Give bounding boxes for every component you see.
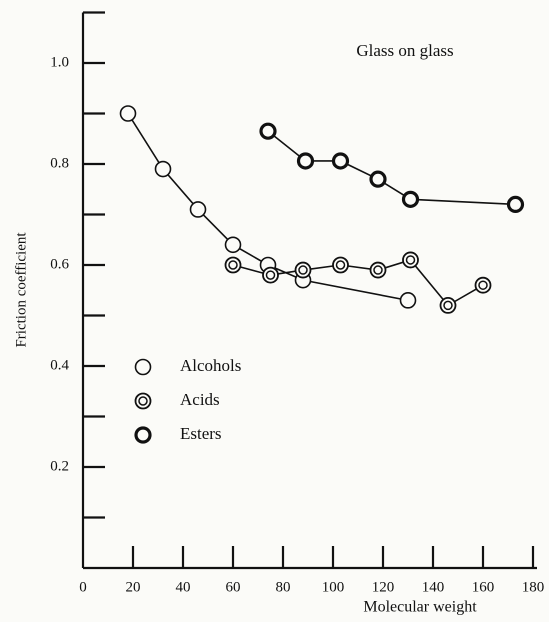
marker: [119, 105, 137, 122]
marker-ring: [134, 426, 152, 444]
marker-ring: [478, 280, 488, 290]
marker: [369, 170, 387, 188]
marker: [439, 296, 457, 314]
x-tick-label: 80: [276, 579, 291, 595]
x-tick-label: 180: [522, 579, 545, 595]
marker-ring: [228, 260, 238, 270]
legend-label: Acids: [180, 390, 220, 409]
x-tick-label: 0: [79, 579, 87, 595]
x-tick-label: 160: [472, 579, 495, 595]
marker: [401, 190, 420, 208]
marker-ring: [189, 201, 207, 218]
marker: [402, 251, 419, 269]
x-tick-label: 40: [176, 579, 191, 595]
marker-ring: [335, 260, 346, 270]
y-tick-label: 0.2: [50, 458, 69, 474]
x-tick-label: 140: [422, 579, 445, 595]
marker-ring: [154, 160, 172, 178]
marker: [294, 261, 312, 279]
marker: [332, 256, 349, 274]
y-axis-label: Friction coefficient: [13, 232, 29, 348]
marker-ring: [298, 265, 308, 275]
legend-label: Esters: [180, 424, 222, 443]
legend-marker: [134, 426, 152, 444]
marker-ring: [119, 105, 137, 122]
x-tick-label: 20: [126, 579, 141, 595]
x-tick-label: 120: [372, 579, 395, 595]
marker: [474, 276, 492, 294]
marker: [259, 122, 277, 140]
marker-ring: [373, 265, 383, 275]
marker-ring: [259, 122, 277, 140]
x-tick-label: 60: [226, 579, 241, 595]
marker: [154, 160, 172, 178]
marker: [331, 152, 350, 170]
marker-ring: [369, 170, 387, 188]
x-tick-label: 100: [322, 579, 345, 595]
marker-ring: [506, 195, 525, 213]
marker: [506, 195, 525, 213]
annotation: Glass on glass: [356, 41, 453, 60]
marker: [399, 292, 417, 309]
y-tick-label: 1.0: [50, 54, 69, 70]
marker-ring: [331, 152, 350, 170]
marker-ring: [405, 255, 416, 265]
marker-ring: [224, 236, 242, 254]
y-tick-label: 0.6: [50, 256, 69, 272]
marker-ring: [296, 152, 315, 170]
marker-ring: [134, 358, 152, 376]
marker-ring: [138, 396, 148, 406]
marker-ring: [443, 300, 453, 311]
legend-marker: [134, 358, 152, 376]
y-tick-label: 0.4: [50, 357, 69, 373]
marker: [224, 236, 242, 254]
marker: [224, 256, 242, 274]
marker: [296, 152, 315, 170]
legend-label: Alcohols: [180, 356, 241, 375]
marker-ring: [401, 190, 420, 208]
marker: [189, 201, 207, 218]
legend-marker: [134, 392, 152, 410]
marker: [369, 261, 387, 279]
marker-ring: [399, 292, 417, 309]
y-tick-label: 0.8: [50, 155, 69, 171]
x-axis-label: Molecular weight: [363, 599, 477, 616]
marker-ring: [265, 270, 276, 280]
marker: [262, 266, 279, 284]
